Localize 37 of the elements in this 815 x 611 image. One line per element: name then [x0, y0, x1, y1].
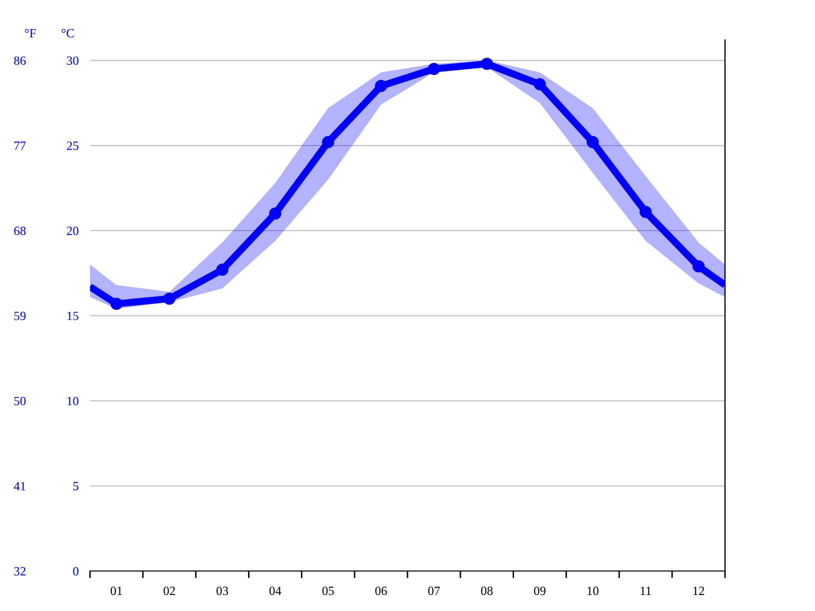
y2-tick-label: 50	[14, 396, 26, 406]
x-tick-label: 02	[164, 586, 175, 596]
point	[692, 260, 705, 272]
x-tick-label: 01	[110, 586, 122, 596]
y2-tick-label: 68	[14, 226, 26, 236]
y2-tick-label: 77	[14, 142, 26, 150]
y2-tick-label: 32	[14, 567, 26, 576]
y2-tick-label: 59	[14, 312, 26, 320]
y2-tick-label: 86	[14, 56, 26, 65]
x-tick-label: 10	[588, 586, 598, 596]
y-tick-label: 30	[66, 56, 78, 65]
y-tick-label: 5	[73, 482, 78, 490]
y-tick-label: 15	[67, 312, 78, 320]
y2-tick-label: 41	[14, 482, 26, 490]
y-tick-label: 10	[67, 396, 78, 406]
point	[640, 206, 652, 218]
y-tick-label: 25	[66, 142, 78, 150]
y2-axis-title: °F	[24, 29, 36, 38]
point	[322, 136, 334, 148]
point	[269, 208, 282, 220]
x-tick-label: 07	[428, 586, 440, 596]
x-tick-label: 06	[375, 586, 387, 596]
y-axis-title: °C	[62, 29, 74, 38]
x-tick-label: 08	[481, 586, 493, 596]
point	[110, 298, 123, 310]
point	[216, 264, 228, 276]
point	[374, 80, 388, 92]
x-tick-label: 03	[216, 586, 228, 596]
y-tick-label: 20	[66, 226, 78, 236]
x-tick-label: 11	[640, 586, 651, 595]
y-tick-label: 0	[73, 567, 78, 576]
x-tick-label: 09	[534, 586, 546, 596]
point	[586, 136, 599, 148]
x-tick-label: 12	[693, 586, 704, 595]
x-tick-label: 04	[269, 586, 282, 596]
point	[534, 78, 546, 90]
x-tick-label: 05	[322, 586, 334, 596]
